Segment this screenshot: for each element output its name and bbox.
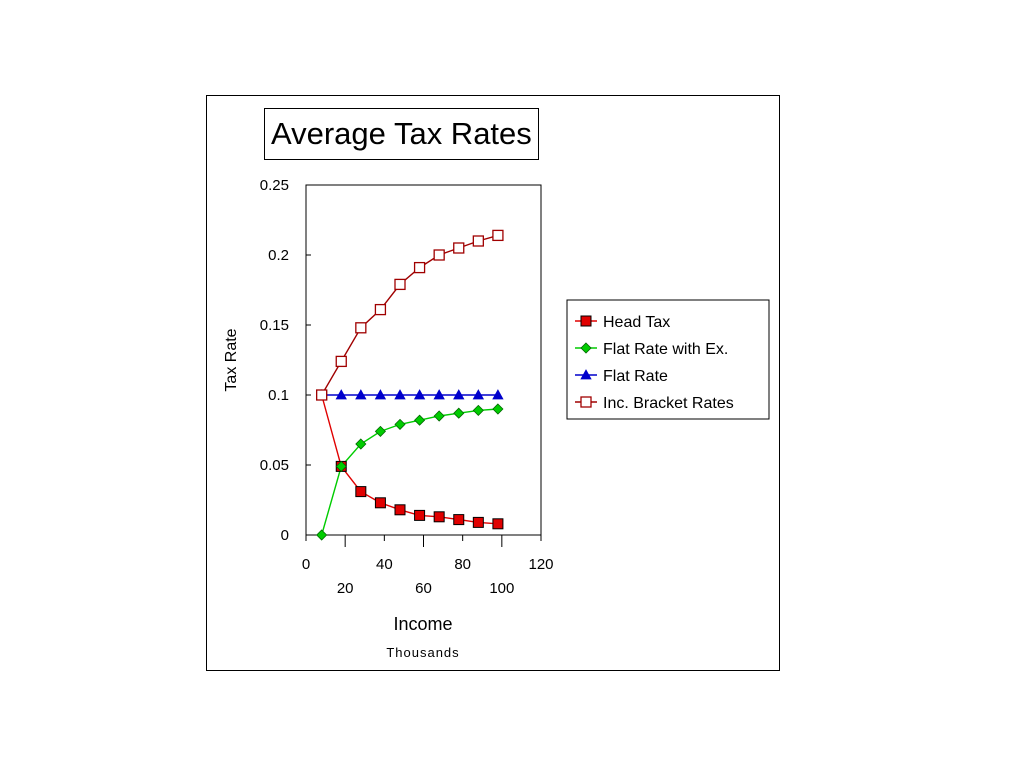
data-point-flat-rate-with-ex: [433, 410, 445, 422]
data-point-flat-rate-with-ex: [335, 460, 347, 472]
data-point-inc-bracket-rates: [335, 355, 347, 368]
series-line-head-tax: [320, 394, 498, 525]
y-tick-label: 0.25: [260, 177, 289, 194]
y-tick-label: 0: [281, 527, 289, 544]
x-tick-label: 60: [415, 580, 432, 597]
x-tick-label: 0: [302, 556, 310, 573]
series-markers: [315, 229, 504, 541]
x-tick-label: 120: [528, 556, 553, 573]
data-point-inc-bracket-rates: [374, 303, 387, 316]
chart-title: Average Tax Rates: [264, 108, 539, 160]
data-point-flat-rate-with-ex: [316, 529, 328, 541]
data-point-head-tax: [433, 511, 445, 523]
data-point-flat-rate: [433, 389, 445, 400]
data-point-flat-rate-with-ex: [394, 418, 406, 430]
data-point-head-tax: [453, 514, 465, 526]
data-point-flat-rate: [472, 389, 485, 400]
y-tick-label: 0.1: [268, 387, 289, 404]
data-point-flat-rate-with-ex: [472, 404, 484, 416]
y-axis-ticks: 0 0.05 0.1 0.15 0.2 0.25: [260, 177, 311, 544]
x-tick-label: 100: [489, 580, 514, 597]
legend-box: [566, 299, 770, 420]
series-line-inc-bracket-rates: [321, 234, 499, 396]
data-point-flat-rate: [492, 389, 504, 400]
data-point-head-tax: [355, 486, 367, 498]
series-line-flat-rate-with-ex: [320, 408, 498, 536]
data-point-inc-bracket-rates: [433, 249, 445, 261]
legend-marker-inc-bracket-rates: [580, 396, 592, 408]
y-tick-label: 0.15: [260, 317, 289, 334]
data-point-inc-bracket-rates: [492, 229, 504, 242]
legend: Head Tax Flat Rate with Ex. Flat Rate Inc. …: [566, 299, 770, 420]
y-tick-label: 0.2: [268, 247, 289, 264]
data-point-flat-rate: [335, 389, 347, 400]
x-axis-sublabel: Thousands: [386, 645, 459, 660]
y-axis-label: Tax Rate: [223, 328, 240, 391]
data-point-inc-bracket-rates: [453, 242, 465, 254]
x-tick-label: 20: [337, 580, 354, 597]
data-point-inc-bracket-rates: [355, 322, 367, 334]
x-axis-ticks: 0 40 80 120 20 60 100: [302, 535, 554, 597]
legend-marker-flat-rate-with-ex: [580, 342, 592, 354]
data-point-flat-rate-with-ex: [414, 414, 426, 426]
legend-marker-head-tax: [580, 315, 592, 327]
data-point-flat-rate: [394, 389, 406, 400]
data-point-flat-rate-with-ex: [374, 425, 386, 437]
data-point-inc-bracket-rates: [472, 235, 484, 247]
legend-label-flat-rate: Flat Rate: [603, 368, 668, 385]
data-point-head-tax: [414, 509, 426, 521]
data-point-flat-rate-with-ex: [453, 407, 465, 419]
data-point-flat-rate: [413, 389, 426, 400]
data-point-head-tax: [394, 504, 406, 516]
x-tick-label: 40: [376, 556, 393, 573]
data-point-flat-rate: [453, 389, 465, 400]
data-point-inc-bracket-rates: [394, 278, 406, 291]
data-point-flat-rate: [355, 389, 367, 400]
y-tick-label: 0.05: [260, 457, 289, 474]
legend-marker-flat-rate: [580, 369, 592, 380]
data-point-inc-bracket-rates: [316, 389, 328, 401]
data-point-flat-rate-with-ex: [355, 438, 367, 450]
x-tick-label: 80: [454, 556, 471, 573]
legend-label-inc-bracket-rates: Inc. Bracket Rates: [603, 395, 734, 412]
data-point-head-tax: [492, 518, 504, 530]
data-point-flat-rate: [374, 389, 387, 400]
series-lines: [320, 234, 499, 536]
legend-label-head-tax: Head Tax: [603, 314, 670, 331]
x-axis-label: Income: [393, 614, 452, 634]
data-point-head-tax: [374, 497, 386, 509]
data-point-head-tax: [472, 516, 484, 528]
data-point-flat-rate-with-ex: [492, 403, 504, 415]
data-point-inc-bracket-rates: [413, 261, 426, 274]
legend-label-flat-rate-with-ex: Flat Rate with Ex.: [603, 341, 728, 358]
